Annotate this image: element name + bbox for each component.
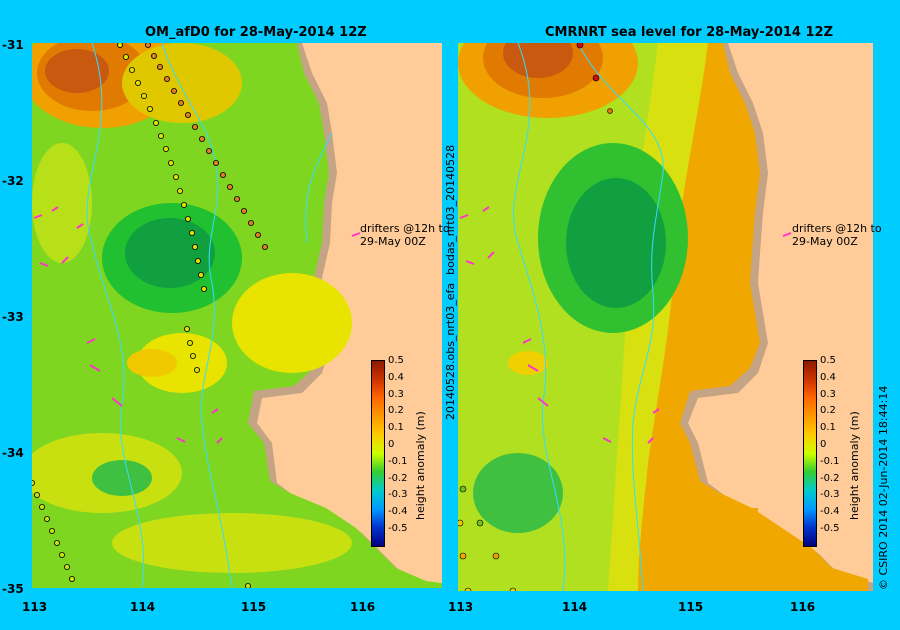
- lat-tick-34: -34: [2, 446, 24, 460]
- altimeter-points: [458, 43, 613, 591]
- drifter-arrows: [33, 206, 361, 444]
- annotation-line-1: drifters @12h to: [360, 222, 450, 235]
- altimeter-track-1: [117, 43, 207, 373]
- lon-tick-114-right: 114: [562, 600, 588, 614]
- left-colorbar-ticks: 0.5 0.4 0.3 0.2 0.1 0 -0.1 -0.2 -0.3 -0.…: [388, 353, 408, 538]
- cb-tick: 0.3: [388, 388, 404, 400]
- vertical-label-top: bodas_nrt03_20140528: [444, 144, 457, 275]
- cb-tick: -0.4: [388, 506, 408, 518]
- drifter-arrows: [459, 206, 792, 444]
- credit-text: © CSIRO 2014 02-Jun-2014 18:44:14: [877, 385, 890, 590]
- cb-tick: 0.2: [388, 405, 404, 417]
- lon-tick-115-left: 115: [241, 600, 267, 614]
- left-map-title: OM_afD0 for 28-May-2014 12Z: [145, 25, 367, 40]
- right-colorbar: [803, 360, 817, 547]
- cb-tick: 0.2: [820, 405, 836, 417]
- lat-tick-32: -32: [2, 174, 24, 188]
- annotation-line-1: drifters @12h to: [792, 222, 882, 235]
- cb-tick: 0.3: [820, 388, 836, 400]
- cb-tick: -0.4: [820, 506, 840, 518]
- cb-tick: -0.2: [820, 472, 840, 484]
- cb-tick: 0.5: [820, 355, 836, 366]
- right-map-title: CMRNRT sea level for 28-May-2014 12Z: [545, 25, 833, 40]
- cb-tick: -0.1: [388, 455, 408, 467]
- right-vertical-label: 20140528.obs_nrt03_efa bodas_nrt03_201405…: [444, 145, 457, 420]
- cb-tick: -0.1: [820, 455, 840, 467]
- altimeter-track-2: [145, 43, 268, 250]
- lat-tick-31: -31: [2, 38, 24, 52]
- right-drifter-annotation: drifters @12h to 29-May 00Z: [792, 222, 882, 248]
- left-colorbar-label: height anomaly (m): [414, 411, 427, 520]
- annotation-line-2: 29-May 00Z: [792, 235, 858, 248]
- lon-tick-113-right: 113: [448, 600, 474, 614]
- cb-tick: -0.5: [388, 522, 408, 534]
- right-colorbar-ticks: 0.5 0.4 0.3 0.2 0.1 0 -0.1 -0.2 -0.3 -0.…: [820, 353, 840, 538]
- cb-tick: 0.4: [388, 371, 404, 383]
- lat-tick-33: -33: [2, 310, 24, 324]
- altimeter-track-3: [32, 480, 251, 588]
- cb-tick: 0.1: [388, 422, 404, 434]
- cb-tick: -0.3: [820, 489, 840, 501]
- cb-tick: 0: [388, 438, 395, 450]
- lon-tick-116-left: 116: [350, 600, 376, 614]
- cb-tick: 0.4: [820, 371, 836, 383]
- left-drifter-annotation: drifters @12h to 29-May 00Z: [360, 222, 450, 248]
- lon-tick-116-right: 116: [790, 600, 816, 614]
- annotation-line-2: 29-May 00Z: [360, 235, 426, 248]
- lon-tick-113-left: 113: [22, 600, 48, 614]
- cb-tick: -0.3: [388, 489, 408, 501]
- left-colorbar: [371, 360, 385, 547]
- lon-tick-114-left: 114: [130, 600, 156, 614]
- lon-tick-115-right: 115: [678, 600, 704, 614]
- cb-tick: 0.5: [388, 355, 404, 366]
- cb-tick: -0.2: [388, 472, 408, 484]
- left-map: [32, 43, 442, 588]
- cb-tick: 0: [820, 438, 827, 450]
- cb-tick: 0.1: [820, 422, 836, 434]
- lat-tick-35: -35: [2, 582, 24, 596]
- right-colorbar-label: height anomaly (m): [848, 411, 861, 520]
- vertical-label-bottom: 20140528.obs_nrt03_efa: [444, 282, 457, 420]
- cb-tick: -0.5: [820, 522, 840, 534]
